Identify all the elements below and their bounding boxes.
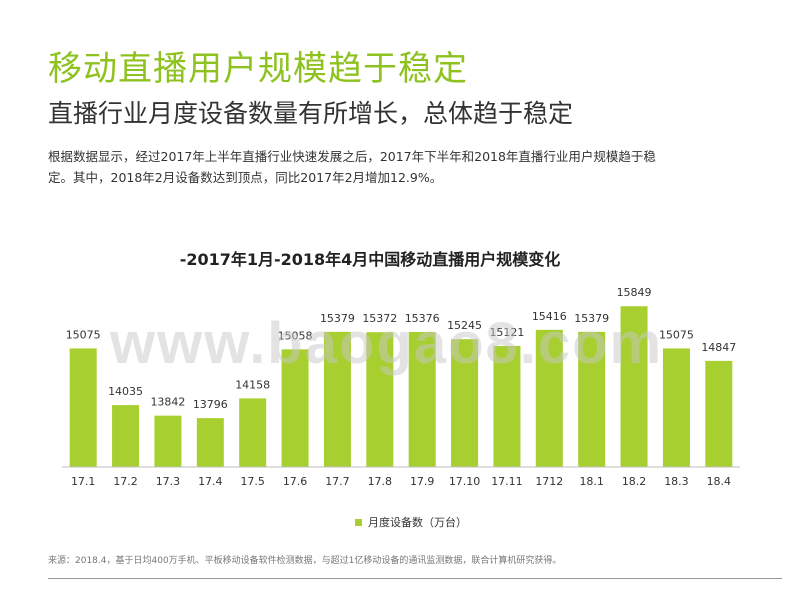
- bar: [239, 398, 267, 467]
- x-tick-label: 17.10: [449, 475, 481, 488]
- data-label: 15245: [447, 319, 482, 332]
- x-tick-label: 17.2: [113, 475, 138, 488]
- data-label: 15376: [405, 312, 440, 325]
- bar: [69, 348, 97, 467]
- bar: [662, 348, 690, 467]
- description-text: 根据数据显示，经过2017年上半年直播行业快速发展之后，2017年下半年和201…: [48, 149, 656, 185]
- legend-label: 月度设备数（万台）: [368, 516, 467, 529]
- page-title: 移动直播用户规模趋于稳定: [48, 49, 468, 89]
- data-label: 14158: [235, 378, 270, 391]
- x-tick-label: 18.1: [579, 475, 604, 488]
- footer-divider: [48, 578, 782, 579]
- bar: [323, 331, 351, 467]
- data-label: 15379: [574, 312, 609, 325]
- data-label: 15075: [659, 328, 694, 341]
- bar: [112, 405, 140, 467]
- data-label: 14035: [108, 385, 143, 398]
- data-label: 15416: [532, 310, 567, 323]
- bar: [281, 349, 309, 467]
- data-label: 15058: [278, 329, 313, 342]
- data-label: 14847: [701, 341, 736, 354]
- x-tick-label: 17.6: [283, 475, 308, 488]
- x-tick-label: 17.1: [71, 475, 96, 488]
- bar: [366, 332, 394, 467]
- data-label: 15075: [66, 328, 101, 341]
- x-tick-label: 17.11: [491, 475, 523, 488]
- chart-legend: 月度设备数（万台）: [355, 514, 467, 530]
- bar-chart: 15075 17.1 14035 17.2 13842 17.3 13796 17.4 1415…: [62, 286, 740, 488]
- bar: [154, 415, 182, 467]
- x-tick-label: 17.3: [156, 475, 181, 488]
- data-label: 15372: [362, 312, 397, 325]
- x-tick-label: 18.2: [622, 475, 647, 488]
- x-tick-label: 1712: [535, 475, 563, 488]
- x-tick-label: 18.4: [707, 475, 732, 488]
- bar: [493, 345, 521, 467]
- x-tick-label: 17.8: [368, 475, 393, 488]
- data-label: 15849: [617, 286, 652, 299]
- bar: [196, 418, 224, 467]
- bar: [535, 329, 563, 467]
- bar: [408, 332, 436, 467]
- x-tick-label: 17.7: [325, 475, 350, 488]
- data-label: 13796: [193, 398, 228, 411]
- source-note: 来源：2018.4，基于日均400万手机、平板移动设备软件检测数据，与超过1亿移…: [48, 556, 562, 566]
- page-subtitle: 直播行业月度设备数量有所增长，总体趋于稳定: [48, 99, 574, 128]
- x-tick-label: 17.5: [240, 475, 265, 488]
- bar: [451, 339, 479, 467]
- chart-title: -2017年1月-2018年4月中国移动直播用户规模变化: [179, 250, 561, 269]
- legend-swatch: [355, 518, 362, 526]
- data-label: 13842: [150, 396, 185, 409]
- bar: [705, 360, 733, 467]
- x-tick-label: 18.3: [664, 475, 689, 488]
- bar: [620, 306, 648, 467]
- x-tick-label: 17.4: [198, 475, 223, 488]
- bar: [578, 331, 606, 467]
- data-label: 15121: [489, 326, 524, 339]
- data-label: 15379: [320, 312, 355, 325]
- x-tick-label: 17.9: [410, 475, 435, 488]
